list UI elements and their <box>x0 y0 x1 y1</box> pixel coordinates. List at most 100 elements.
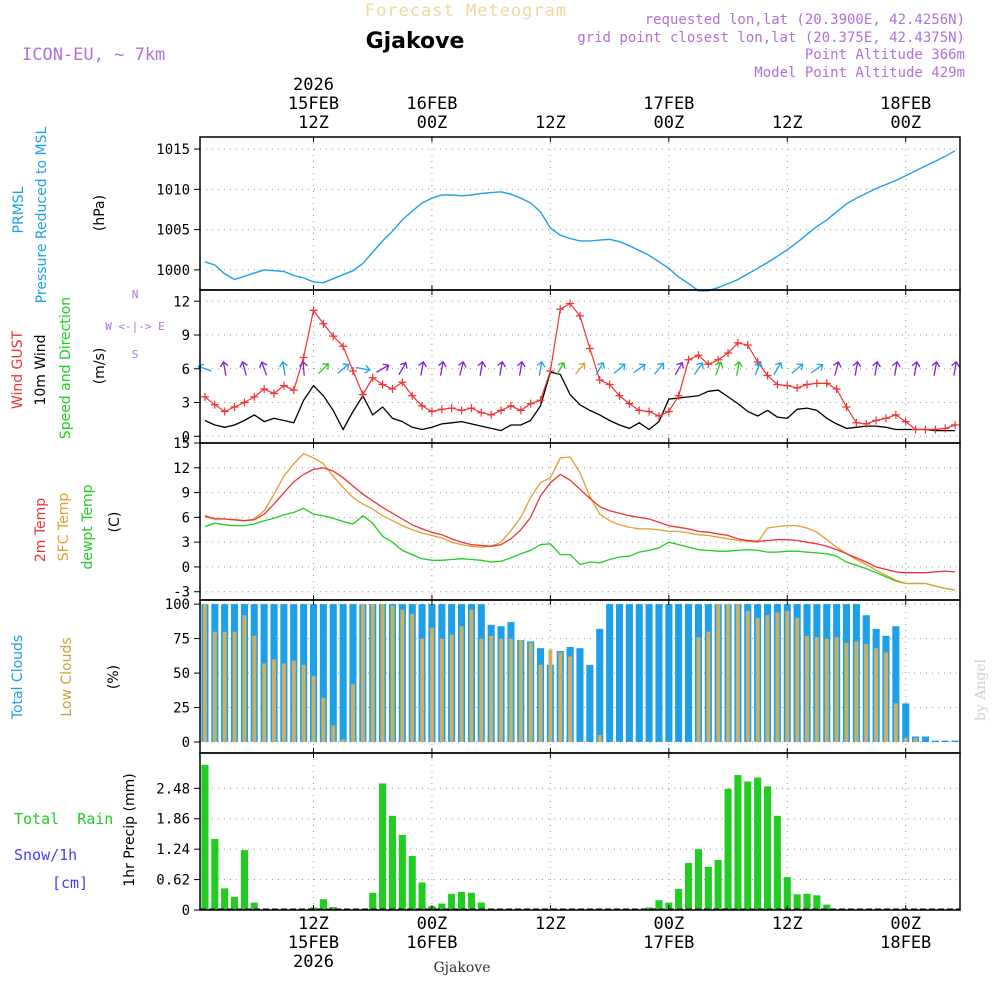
top-time-label: 16FEB <box>406 94 457 114</box>
low-cloud-bar <box>469 609 474 742</box>
wind-arrow-shaft <box>518 361 523 376</box>
ytick-label-pressure: 1000 <box>156 263 190 279</box>
low-cloud-bar <box>874 648 879 742</box>
total-cloud-bar <box>941 740 949 742</box>
gust-marker <box>615 391 624 400</box>
wind-10m-line <box>204 371 956 432</box>
gust-marker <box>506 401 515 410</box>
wind-arrow-shaft <box>754 361 761 376</box>
gust-marker <box>556 305 565 314</box>
total-cloud-bar <box>319 604 327 742</box>
wind-arrow <box>833 361 842 376</box>
gust-marker <box>852 418 861 427</box>
ytick-label-clouds: 75 <box>173 632 190 648</box>
top-time-label: 12Z <box>298 113 329 133</box>
low-cloud-bar <box>597 735 602 742</box>
wind-arrow-shaft <box>499 361 503 376</box>
precip-bar <box>221 888 229 910</box>
bottom-time-label: 12Z <box>535 914 566 934</box>
wind-arrow-shaft <box>653 362 664 375</box>
low-cloud-bar <box>854 641 859 742</box>
total-cloud-bar <box>655 604 663 742</box>
wind-arrow-head <box>382 363 390 372</box>
gust-marker <box>427 407 436 416</box>
gust-marker <box>645 407 654 416</box>
low-cloud-bar <box>222 631 227 742</box>
wind-arrow <box>810 363 824 374</box>
top-time-label: 00Z <box>890 113 921 133</box>
gust-marker <box>576 311 584 320</box>
bottom-time-label: 12Z <box>772 914 803 934</box>
wind-arrow-head <box>796 363 804 371</box>
wind-arrow <box>613 363 626 374</box>
axes-layer: 1000100510101015036912-30369121502550751… <box>156 75 931 972</box>
wind-arrow-head <box>516 360 526 368</box>
precip-bar <box>448 893 456 910</box>
total-cloud-bar <box>310 604 318 742</box>
wind-arrow-shaft <box>693 362 703 375</box>
precip-bar <box>823 904 831 910</box>
low-cloud-bar <box>518 640 523 742</box>
low-cloud-bar <box>370 604 375 742</box>
low-cloud-bar <box>755 617 760 742</box>
low-cloud-bar <box>805 635 809 742</box>
compass-s: S <box>132 348 139 361</box>
gust-marker <box>862 419 871 428</box>
total-cloud-bar <box>339 604 347 742</box>
low-cloud-bar <box>390 605 395 742</box>
total-cloud-bar <box>921 736 929 742</box>
wind-arrow-head <box>477 360 487 368</box>
ytick-label-wind: 12 <box>173 294 190 310</box>
wind-arrow-head <box>911 360 921 368</box>
precip-label-cm: [cm] <box>52 874 88 892</box>
top-time-label: 18FEB <box>880 94 931 114</box>
gust-marker <box>832 385 841 393</box>
precip-bar <box>655 900 663 910</box>
low-cloud-bar <box>814 637 819 742</box>
gust-marker <box>921 425 930 434</box>
wind-arrow-shaft <box>302 361 305 376</box>
ytick-label-temperature: 3 <box>182 535 190 551</box>
precip-label-rain: Total Rain <box>14 810 113 828</box>
gust-marker <box>467 404 476 413</box>
precip-bar <box>783 877 791 910</box>
wind-arrow-head <box>322 363 329 370</box>
gust-marker <box>240 398 249 407</box>
gust-marker <box>388 385 397 393</box>
low-cloud-bar <box>479 638 484 742</box>
low-cloud-bar <box>400 609 405 742</box>
low-cloud-bar <box>360 604 365 742</box>
precip-bar <box>388 815 396 910</box>
wind-arrow <box>298 360 308 376</box>
gust-marker <box>803 380 812 389</box>
wind-arrow-head <box>597 361 606 369</box>
total-cloud-bar <box>931 740 939 742</box>
low-cloud-bar <box>202 604 207 742</box>
low-cloud-bar <box>538 664 543 742</box>
ytick-label-clouds: 0 <box>182 735 190 751</box>
ytick-label-clouds: 50 <box>173 666 190 682</box>
top-time-label: 17FEB <box>643 94 694 114</box>
panel-frame-precip <box>199 752 961 911</box>
low-cloud-bar <box>884 652 888 742</box>
wind-arrow-shaft <box>953 361 957 376</box>
low-cloud-bar <box>706 631 711 742</box>
gust-marker <box>654 412 663 420</box>
wind-arrow-head <box>342 363 350 371</box>
gust-marker <box>358 390 367 399</box>
wind-arrow-head <box>638 363 646 371</box>
bottom-time-label: 00Z <box>653 914 684 934</box>
low-cloud-bar <box>459 626 464 742</box>
gust-marker <box>941 424 950 433</box>
gust-marker <box>289 386 298 395</box>
ytick-label-temperature: 12 <box>173 461 190 477</box>
precip-bar <box>675 888 683 910</box>
wind-arrow <box>791 363 804 374</box>
precip-bar <box>369 892 377 910</box>
low-cloud-bar <box>331 725 336 742</box>
wind-arrow <box>355 364 371 374</box>
precip-bar <box>211 838 219 910</box>
gust-marker <box>309 306 318 315</box>
wind-arrow-shaft <box>420 361 424 376</box>
precip-bar <box>329 907 337 910</box>
